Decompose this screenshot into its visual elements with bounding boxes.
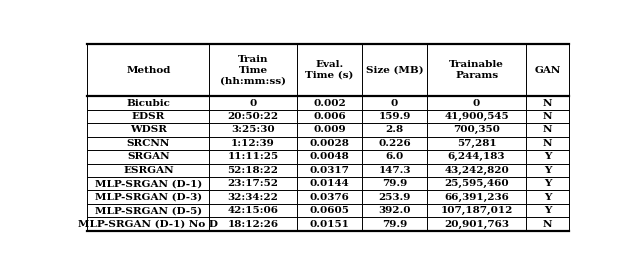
Text: Y: Y xyxy=(543,152,551,161)
Text: GAN: GAN xyxy=(534,66,561,75)
Text: Train
Time
(hh:mm:ss): Train Time (hh:mm:ss) xyxy=(220,55,286,85)
Text: 57,281: 57,281 xyxy=(457,139,497,148)
Text: Trainable
Params: Trainable Params xyxy=(449,60,504,80)
Text: 66,391,236: 66,391,236 xyxy=(444,193,509,202)
Text: 107,187,012: 107,187,012 xyxy=(440,206,513,215)
Text: N: N xyxy=(543,125,552,134)
Text: 0.0151: 0.0151 xyxy=(310,219,349,228)
Text: EDSR: EDSR xyxy=(132,112,165,121)
Text: 0: 0 xyxy=(250,99,257,108)
Text: Y: Y xyxy=(543,206,551,215)
Text: N: N xyxy=(543,112,552,121)
Text: WDSR: WDSR xyxy=(130,125,167,134)
Text: 42:15:06: 42:15:06 xyxy=(227,206,278,215)
Text: 3:25:30: 3:25:30 xyxy=(231,125,275,134)
Text: 0.0048: 0.0048 xyxy=(310,152,349,161)
Text: 20,901,763: 20,901,763 xyxy=(444,219,509,228)
Text: MLP-SRGAN (D-1): MLP-SRGAN (D-1) xyxy=(95,179,202,188)
Text: 253.9: 253.9 xyxy=(378,193,411,202)
Text: 0.009: 0.009 xyxy=(313,125,346,134)
Text: N: N xyxy=(543,219,552,228)
Text: 23:17:52: 23:17:52 xyxy=(227,179,278,188)
Text: 79.9: 79.9 xyxy=(382,179,407,188)
Text: 41,900,545: 41,900,545 xyxy=(444,112,509,121)
Text: MLP-SRGAN (D-3): MLP-SRGAN (D-3) xyxy=(95,193,202,202)
Text: 6,244,183: 6,244,183 xyxy=(448,152,506,161)
Text: 32:34:22: 32:34:22 xyxy=(228,193,278,202)
Text: 0.0376: 0.0376 xyxy=(310,193,349,202)
Text: 2.8: 2.8 xyxy=(385,125,404,134)
Text: SRGAN: SRGAN xyxy=(127,152,170,161)
Text: 700,350: 700,350 xyxy=(453,125,500,134)
Text: MLP-SRGAN (D-1) No D: MLP-SRGAN (D-1) No D xyxy=(78,219,218,228)
Text: 0.002: 0.002 xyxy=(313,99,346,108)
Text: ESRGAN: ESRGAN xyxy=(123,166,173,175)
Text: 0.0317: 0.0317 xyxy=(310,166,349,175)
Text: Size (MB): Size (MB) xyxy=(365,66,423,75)
Text: 25,595,460: 25,595,460 xyxy=(444,179,509,188)
Text: N: N xyxy=(543,99,552,108)
Text: 1:12:39: 1:12:39 xyxy=(231,139,275,148)
Text: 43,242,820: 43,242,820 xyxy=(444,166,509,175)
Text: Method: Method xyxy=(126,66,170,75)
Text: Eval.
Time (s): Eval. Time (s) xyxy=(305,60,354,80)
Text: MLP-SRGAN (D-5): MLP-SRGAN (D-5) xyxy=(95,206,202,215)
Text: 147.3: 147.3 xyxy=(378,166,411,175)
Text: 0: 0 xyxy=(391,99,398,108)
Text: 0.0605: 0.0605 xyxy=(310,206,349,215)
Text: N: N xyxy=(543,139,552,148)
Text: 0.006: 0.006 xyxy=(313,112,346,121)
Text: 0.0144: 0.0144 xyxy=(310,179,349,188)
Text: 79.9: 79.9 xyxy=(382,219,407,228)
Text: 0.0028: 0.0028 xyxy=(310,139,349,148)
Text: 6.0: 6.0 xyxy=(385,152,404,161)
Text: Bicubic: Bicubic xyxy=(126,99,170,108)
Text: Y: Y xyxy=(543,166,551,175)
Text: 159.9: 159.9 xyxy=(378,112,411,121)
Text: 392.0: 392.0 xyxy=(378,206,411,215)
Text: 0.226: 0.226 xyxy=(378,139,411,148)
Text: 0: 0 xyxy=(473,99,480,108)
Text: 18:12:26: 18:12:26 xyxy=(227,219,278,228)
Text: Y: Y xyxy=(543,193,551,202)
Text: 52:18:22: 52:18:22 xyxy=(227,166,278,175)
Text: SRCNN: SRCNN xyxy=(127,139,170,148)
Text: Y: Y xyxy=(543,179,551,188)
Text: 11:11:25: 11:11:25 xyxy=(227,152,278,161)
Text: 20:50:22: 20:50:22 xyxy=(227,112,278,121)
